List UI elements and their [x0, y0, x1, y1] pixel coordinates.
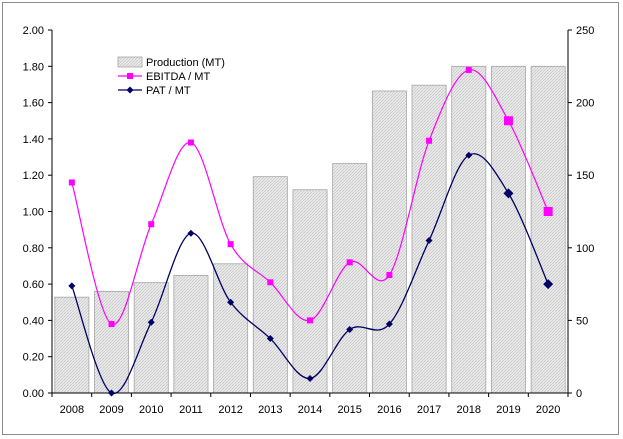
pat-point — [266, 335, 274, 343]
pat-point — [187, 229, 195, 237]
x-tick-label: 2017 — [417, 404, 441, 416]
x-tick-label: 2013 — [258, 404, 282, 416]
right-tick-label: 100 — [576, 243, 594, 255]
x-tick-label: 2011 — [179, 404, 203, 416]
ebitda-point — [68, 179, 75, 186]
legend-label: PAT / MT — [146, 85, 191, 97]
pat-point — [68, 282, 76, 290]
left-tick-label: 1.80 — [23, 61, 44, 73]
production-bar — [213, 263, 249, 394]
x-tick-label: 2016 — [377, 404, 401, 416]
left-tick-label: 1.20 — [23, 170, 44, 182]
ratio-lines — [68, 66, 554, 397]
ebitda-point — [346, 259, 353, 266]
ebitda-point — [307, 317, 313, 324]
ebitda-point — [148, 221, 155, 228]
left-tick-label: 2.00 — [23, 25, 44, 37]
legend-marker-ebitda — [127, 73, 133, 79]
right-tick-label: 150 — [576, 170, 594, 182]
legend-label: Production (MT) — [146, 57, 225, 69]
left-tick-label: 0.80 — [23, 243, 44, 255]
right-tick-label: 0 — [576, 388, 582, 400]
left-tick-label: 0.20 — [23, 352, 44, 364]
pat-point — [306, 374, 314, 382]
ebitda-point — [503, 116, 513, 126]
production-bar — [332, 163, 368, 394]
left-tick-label: 0.60 — [23, 279, 44, 291]
legend-swatch-production — [117, 56, 143, 68]
pat-point — [147, 318, 155, 326]
pat-point — [227, 298, 235, 306]
legend-marker-pat — [126, 86, 134, 94]
ebitda-point — [426, 137, 433, 144]
x-tick-label: 2019 — [496, 404, 520, 416]
production-bar — [94, 290, 130, 394]
production-bar — [451, 65, 487, 394]
x-tick-label: 2014 — [298, 404, 322, 416]
ebitda-point — [187, 139, 194, 146]
x-tick-label: 2008 — [60, 404, 84, 416]
x-tick-label: 2009 — [99, 404, 123, 416]
pat-point — [346, 325, 354, 333]
production-bar — [490, 65, 526, 394]
legend-label: EBITDA / MT — [146, 71, 210, 83]
right-tick-label: 50 — [576, 315, 588, 327]
pat-point — [543, 279, 554, 290]
x-tick-label: 2010 — [139, 404, 163, 416]
legend: Production (MT) EBITDA / MT PAT / MT — [117, 56, 225, 97]
left-tick-label: 0.40 — [23, 315, 44, 327]
right-tick-label: 250 — [576, 25, 594, 37]
pat-point — [108, 389, 116, 397]
ebitda-point — [227, 241, 234, 248]
ebitda-point — [465, 66, 472, 73]
production-bars — [54, 65, 566, 394]
ebitda-point — [267, 279, 274, 286]
x-tick-label: 2015 — [337, 404, 361, 416]
pat-point — [465, 151, 473, 159]
pat-point — [425, 237, 433, 245]
left-tick-label: 1.60 — [23, 98, 44, 110]
left-tick-label: 1.40 — [23, 134, 44, 146]
pat-point — [503, 188, 514, 199]
ebitda-point — [108, 321, 115, 328]
x-tick-label: 2020 — [536, 404, 560, 416]
pat-point — [385, 320, 393, 328]
production-bar — [54, 296, 90, 394]
production-bar — [371, 90, 407, 394]
axes: 0.00 0.20 0.40 0.60 0.80 1.00 1.20 1.40 1.60 1.80… — [23, 25, 595, 416]
x-tick-label: 2012 — [218, 404, 242, 416]
production-bar — [133, 282, 169, 394]
left-tick-label: 1.00 — [23, 207, 44, 219]
ebitda-point — [386, 272, 393, 279]
right-tick-label: 200 — [576, 98, 594, 110]
ebitda-point — [543, 207, 553, 216]
production-bar — [292, 189, 328, 394]
left-tick-label: 0.00 — [23, 388, 44, 400]
x-tick-label: 2018 — [457, 404, 481, 416]
production-bar — [530, 65, 566, 394]
production-bar — [173, 274, 209, 394]
